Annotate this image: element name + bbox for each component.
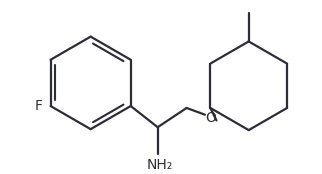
Text: F: F (35, 99, 43, 113)
Text: O: O (205, 111, 216, 125)
Text: NH₂: NH₂ (147, 158, 173, 172)
